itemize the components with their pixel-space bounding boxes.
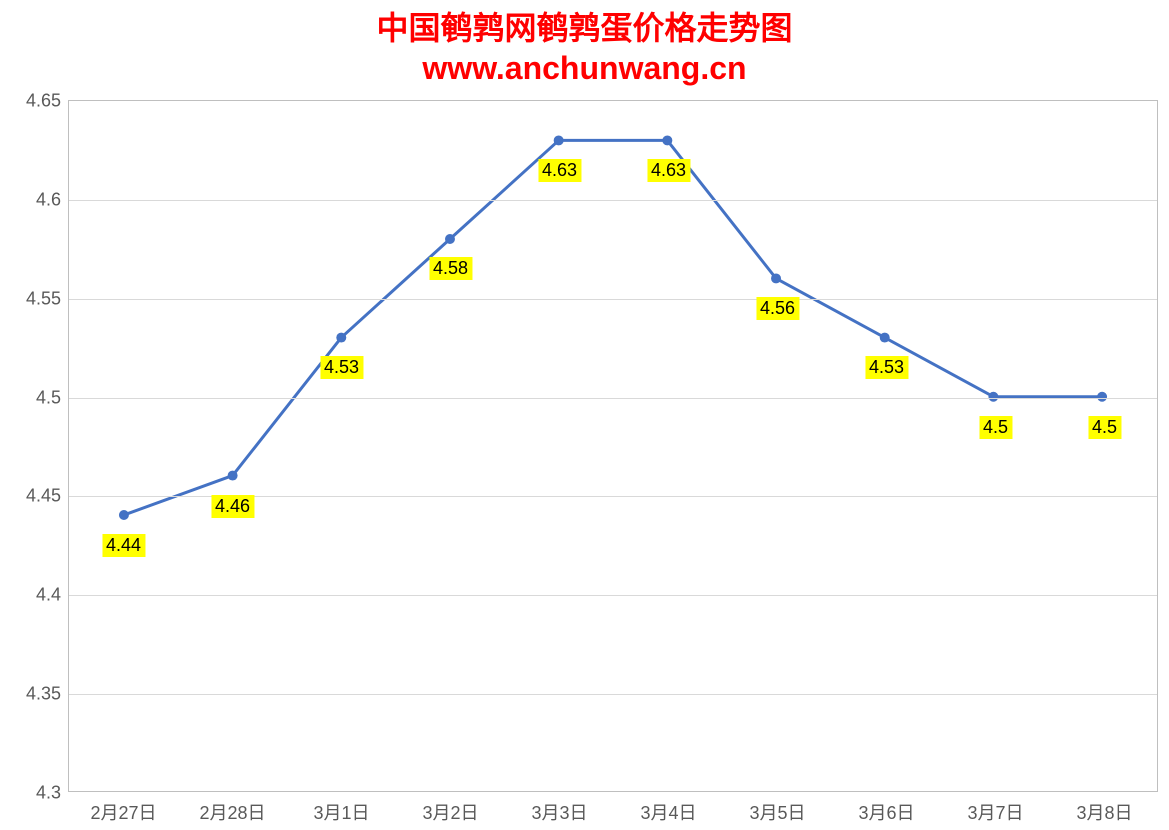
x-tick-label: 3月2日 (422, 799, 478, 825)
data-marker (554, 135, 564, 145)
y-tick-label: 4.4 (36, 585, 61, 606)
data-marker (119, 510, 129, 520)
x-tick-label: 2月28日 (199, 799, 265, 825)
x-tick-label: 2月27日 (90, 799, 156, 825)
y-tick-label: 4.6 (36, 189, 61, 210)
chart-title-line1: 中国鹌鹑网鹌鹑蛋价格走势图 (0, 8, 1169, 48)
x-tick-label: 3月1日 (313, 799, 369, 825)
x-tick-label: 3月4日 (640, 799, 696, 825)
line-layer (69, 101, 1157, 791)
x-tick-label: 3月5日 (749, 799, 805, 825)
gridline (69, 299, 1157, 300)
data-label: 4.5 (979, 416, 1012, 439)
data-marker (228, 471, 238, 481)
price-line (124, 140, 1102, 515)
data-label: 4.56 (756, 297, 799, 320)
y-tick-label: 4.5 (36, 387, 61, 408)
data-label: 4.53 (320, 356, 363, 379)
data-label: 4.58 (429, 257, 472, 280)
data-marker (336, 333, 346, 343)
x-tick-label: 3月3日 (531, 799, 587, 825)
price-trend-chart: 中国鹌鹑网鹌鹑蛋价格走势图 www.anchunwang.cn 4.3 4.35 4… (0, 0, 1169, 830)
plot-area: 4.34.354.44.454.54.554.64.652月27日2月28日3月… (68, 100, 1158, 792)
gridline (69, 694, 1157, 695)
data-label: 4.44 (102, 534, 145, 557)
gridline (69, 200, 1157, 201)
y-tick-label: 4.55 (26, 288, 61, 309)
gridline (69, 595, 1157, 596)
data-marker (662, 135, 672, 145)
y-tick-label: 4.65 (26, 91, 61, 112)
x-tick-label: 3月8日 (1076, 799, 1132, 825)
y-tick-label: 4.3 (36, 783, 61, 804)
data-marker (771, 273, 781, 283)
chart-title-block: 中国鹌鹑网鹌鹑蛋价格走势图 www.anchunwang.cn (0, 8, 1169, 88)
y-tick-label: 4.35 (26, 684, 61, 705)
gridline (69, 398, 1157, 399)
x-tick-label: 3月7日 (967, 799, 1023, 825)
data-label: 4.46 (211, 495, 254, 518)
chart-title-line2: www.anchunwang.cn (0, 48, 1169, 88)
data-label: 4.53 (865, 356, 908, 379)
data-marker (445, 234, 455, 244)
data-label: 4.63 (647, 159, 690, 182)
data-label: 4.5 (1088, 416, 1121, 439)
data-marker (880, 333, 890, 343)
y-tick-label: 4.45 (26, 486, 61, 507)
x-tick-label: 3月6日 (858, 799, 914, 825)
data-label: 4.63 (538, 159, 581, 182)
